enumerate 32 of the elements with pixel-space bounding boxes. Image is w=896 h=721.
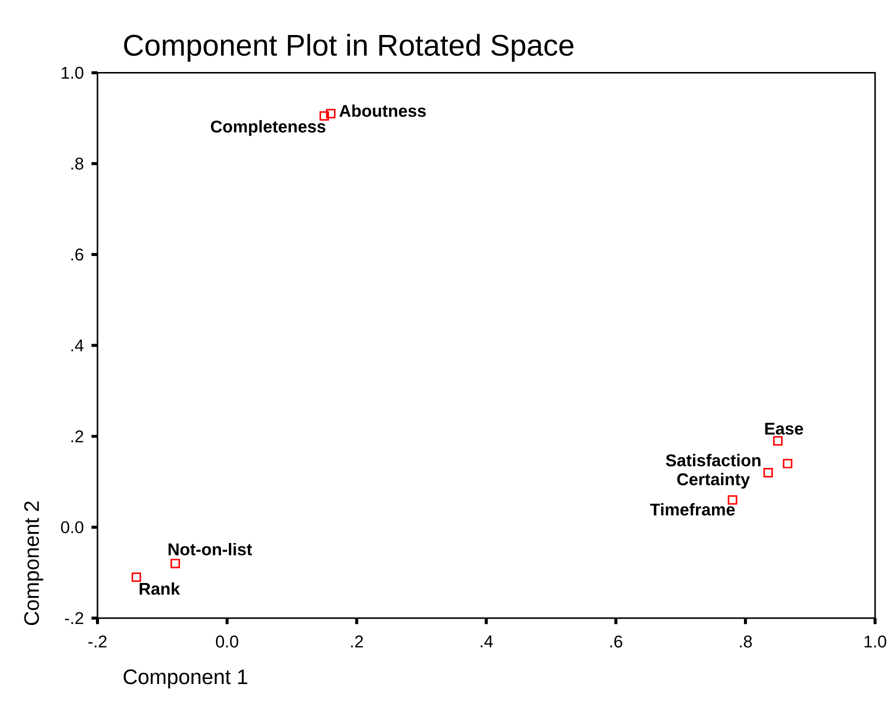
x-tick-label: .4: [480, 636, 493, 648]
point: [773, 436, 783, 446]
x-tick-label: 0.0: [216, 636, 238, 648]
y-tick-label: .2: [71, 430, 84, 442]
y-axis-title: Component 2: [24, 502, 44, 626]
y-tick-label: .6: [71, 248, 84, 261]
x-tick-label: .2: [351, 636, 363, 648]
annotation: Rank: [140, 582, 180, 595]
annotation: Satisfaction: [666, 454, 760, 466]
y-tick-label: -.2: [64, 612, 84, 624]
point: [132, 572, 142, 582]
x-tick-label: .8: [740, 636, 752, 648]
annotation: Completeness: [210, 120, 326, 136]
x-tick-label: .6: [610, 636, 622, 648]
y-tick-label: .8: [71, 158, 84, 170]
y-tick-label: 0.0: [61, 521, 84, 534]
point: [170, 558, 180, 568]
y-tick-label: .4: [71, 340, 84, 352]
annotation: Not-on-list: [168, 543, 252, 556]
annotation: Certainty: [677, 472, 750, 489]
x-axis-title: Component 1: [124, 670, 248, 688]
x-tick-label: -.2: [88, 636, 107, 648]
x-tick-label: 1.0: [864, 636, 886, 648]
point: [320, 111, 330, 121]
annotation: Aboutness: [339, 104, 426, 118]
chart-title: Component Plot in Rotated Space: [124, 34, 574, 62]
annotation: Timeframe: [650, 503, 735, 516]
point: [326, 109, 336, 119]
point: [782, 458, 792, 468]
y-tick-label: 1.0: [62, 66, 84, 79]
point: [763, 468, 773, 478]
annotation: Ease: [765, 422, 804, 435]
